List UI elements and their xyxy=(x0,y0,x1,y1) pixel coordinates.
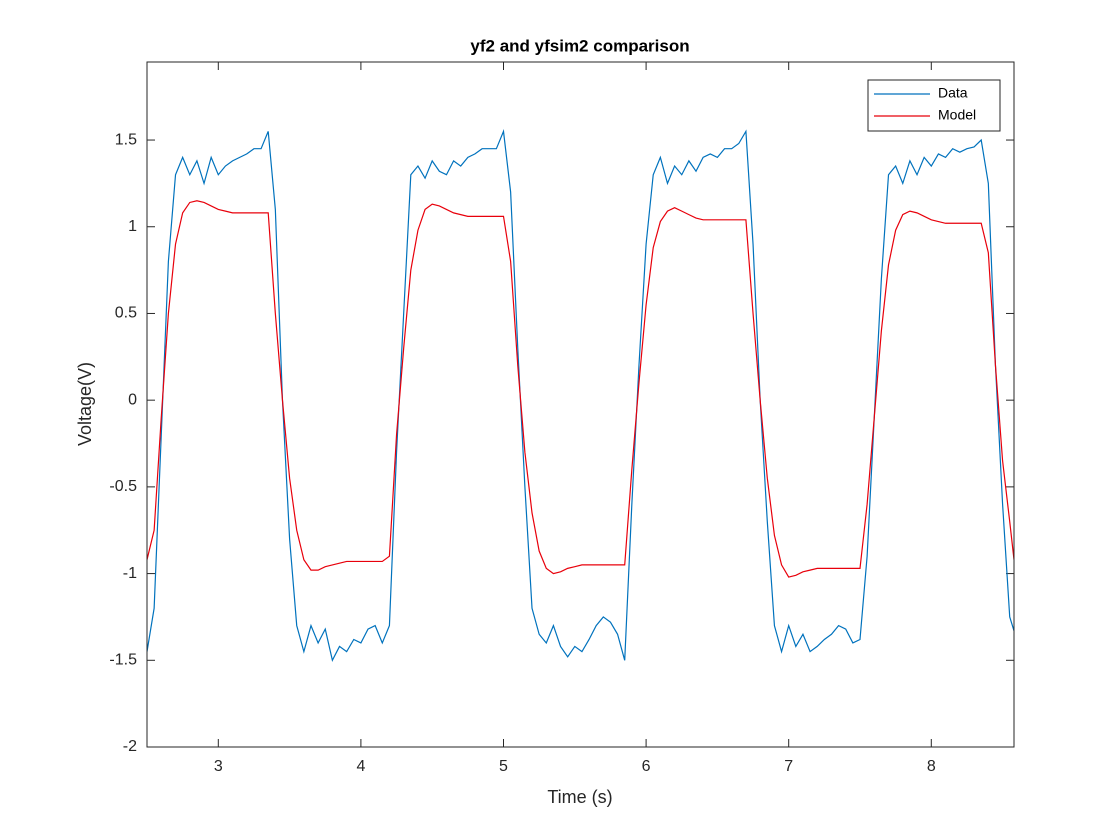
y-axis-label: Voltage(V) xyxy=(75,362,95,446)
y-tick-label: 1 xyxy=(128,218,137,235)
x-tick-label: 6 xyxy=(642,758,651,775)
axes-box xyxy=(146,61,1015,748)
chart-title: yf2 and yfsim2 comparison xyxy=(470,36,689,55)
y-tick-label: -1.5 xyxy=(109,652,137,669)
legend-box xyxy=(867,79,1001,132)
x-axis-label: Time (s) xyxy=(547,787,612,807)
plot-area xyxy=(147,62,1014,747)
x-tick-label: 5 xyxy=(499,758,508,775)
y-tick-label: -2 xyxy=(123,738,137,755)
x-tick-label: 7 xyxy=(784,758,793,775)
x-tick-label: 4 xyxy=(356,758,365,775)
y-tick-label: -0.5 xyxy=(109,478,137,495)
y-tick-label: 1.5 xyxy=(115,131,137,148)
series-group xyxy=(147,129,1014,663)
data-line xyxy=(147,129,1014,663)
legend-label: Model xyxy=(938,107,976,123)
legend-label: Data xyxy=(938,85,968,101)
y-tick-label: 0 xyxy=(128,391,137,408)
x-tick-label: 8 xyxy=(927,758,936,775)
x-tick-label: 3 xyxy=(214,758,223,775)
data-line xyxy=(147,200,1014,578)
y-tick-label: 0.5 xyxy=(115,305,137,322)
y-tick-label: -1 xyxy=(123,565,137,582)
